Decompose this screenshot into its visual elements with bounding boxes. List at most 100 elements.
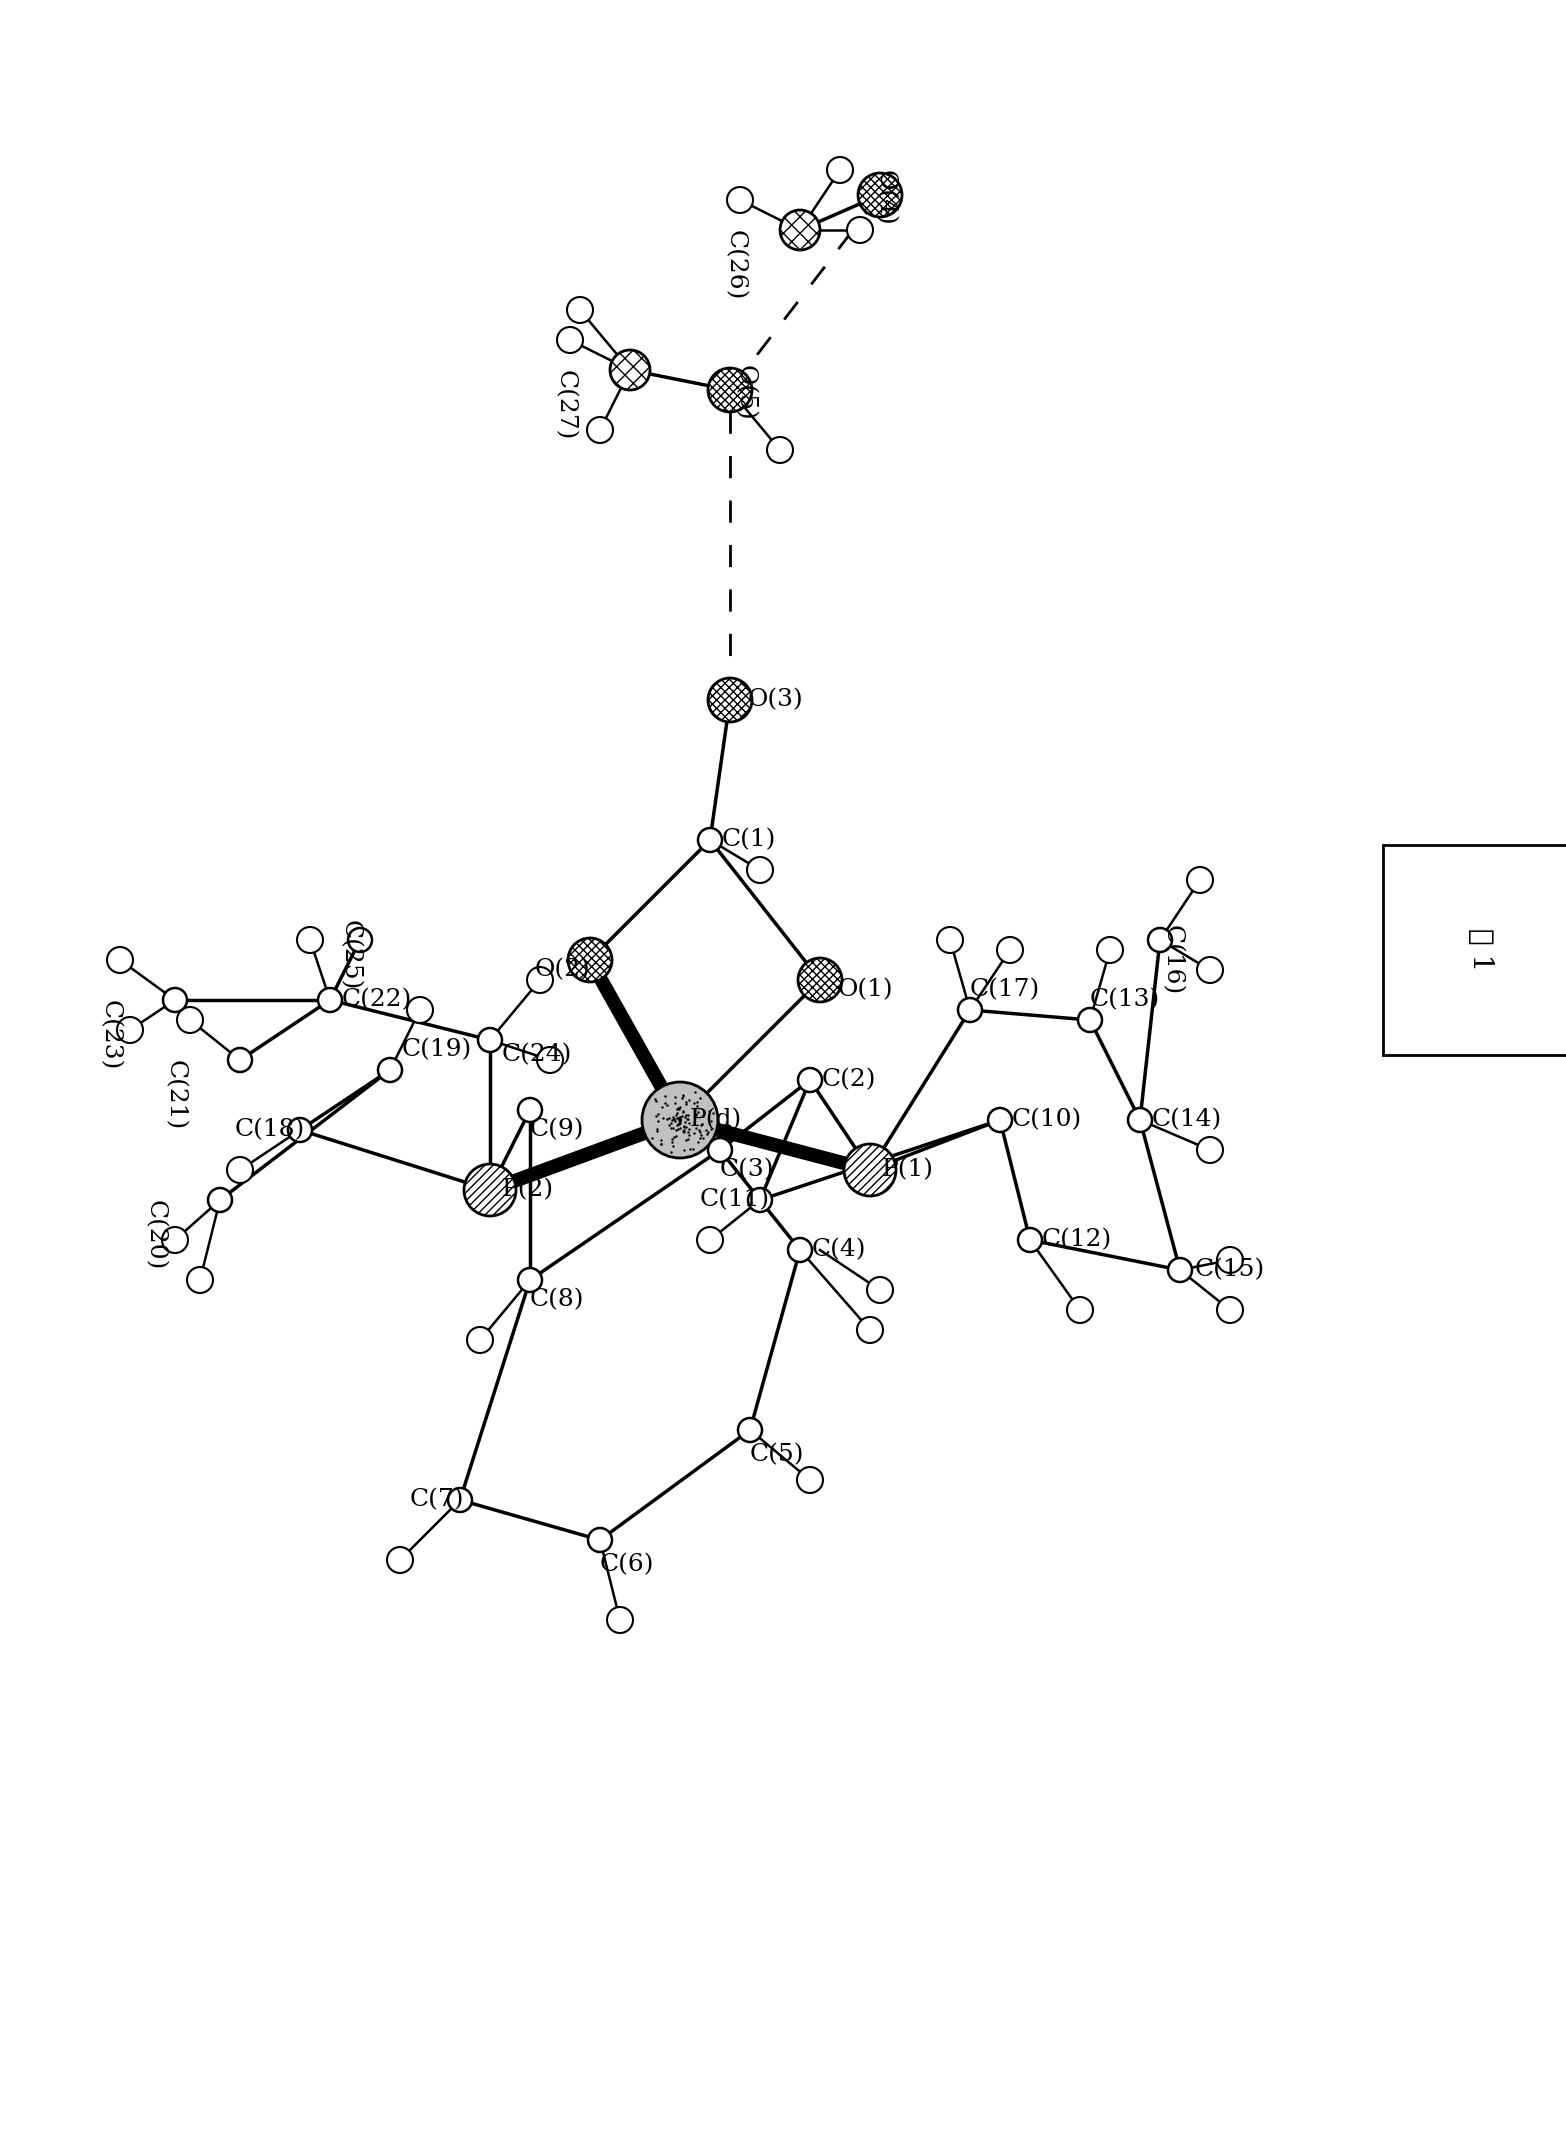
Text: C(22): C(22): [341, 988, 412, 1012]
Text: C(6): C(6): [600, 1554, 655, 1576]
Circle shape: [868, 1277, 893, 1303]
Circle shape: [387, 1548, 413, 1574]
Text: P(2): P(2): [503, 1178, 554, 1201]
Circle shape: [857, 1318, 883, 1343]
Circle shape: [163, 988, 186, 1012]
Circle shape: [467, 1326, 493, 1352]
Text: C(4): C(4): [813, 1238, 866, 1262]
Text: C(26): C(26): [723, 230, 747, 301]
Text: O(2): O(2): [536, 958, 590, 982]
Text: C(2): C(2): [822, 1068, 877, 1092]
Circle shape: [958, 999, 982, 1023]
Text: O(5): O(5): [733, 366, 756, 420]
Text: C(1): C(1): [722, 829, 777, 850]
Circle shape: [229, 1049, 252, 1072]
Circle shape: [587, 1529, 612, 1552]
Text: P(d): P(d): [691, 1109, 742, 1132]
Text: C(23): C(23): [99, 999, 122, 1070]
Circle shape: [557, 327, 583, 353]
Circle shape: [844, 1143, 896, 1197]
Circle shape: [998, 937, 1023, 962]
Circle shape: [1217, 1296, 1243, 1322]
Circle shape: [407, 997, 434, 1023]
Circle shape: [708, 368, 752, 411]
Circle shape: [642, 1083, 717, 1158]
Circle shape: [377, 1057, 402, 1083]
Text: C(5): C(5): [750, 1443, 805, 1466]
Circle shape: [611, 351, 650, 390]
Text: C(7): C(7): [410, 1488, 465, 1511]
Circle shape: [608, 1606, 633, 1632]
Circle shape: [1018, 1227, 1041, 1253]
Text: O(3): O(3): [749, 689, 803, 710]
Text: 図 1: 図 1: [1466, 928, 1494, 971]
Text: O(1): O(1): [838, 977, 894, 1001]
Text: C(9): C(9): [529, 1120, 584, 1141]
Circle shape: [161, 1227, 188, 1253]
Circle shape: [1217, 1247, 1243, 1272]
Text: C(12): C(12): [1041, 1229, 1112, 1251]
Circle shape: [749, 1188, 772, 1212]
Circle shape: [478, 1027, 503, 1053]
Text: P(1): P(1): [882, 1158, 933, 1182]
Circle shape: [708, 678, 752, 721]
Circle shape: [1187, 868, 1214, 893]
Text: C(20): C(20): [144, 1199, 166, 1270]
Circle shape: [348, 928, 373, 952]
Circle shape: [1196, 956, 1223, 984]
Circle shape: [117, 1016, 143, 1042]
Circle shape: [518, 1268, 542, 1292]
Circle shape: [1128, 1109, 1153, 1132]
Text: C(17): C(17): [969, 977, 1040, 1001]
Text: C(24): C(24): [503, 1044, 573, 1066]
Text: O(4): O(4): [874, 170, 896, 226]
Text: C(13): C(13): [1090, 988, 1160, 1012]
Circle shape: [186, 1266, 213, 1294]
Circle shape: [288, 1117, 312, 1141]
Text: C(14): C(14): [1153, 1109, 1221, 1132]
Circle shape: [567, 297, 594, 323]
Text: C(16): C(16): [1160, 926, 1184, 995]
Text: C(25): C(25): [338, 919, 362, 990]
Text: C(3): C(3): [720, 1158, 775, 1182]
Circle shape: [767, 437, 792, 463]
Circle shape: [858, 172, 902, 217]
Text: C(10): C(10): [1012, 1109, 1082, 1132]
Circle shape: [799, 958, 843, 1001]
Circle shape: [727, 187, 753, 213]
Circle shape: [208, 1188, 232, 1212]
Circle shape: [464, 1165, 517, 1216]
Circle shape: [1098, 937, 1123, 962]
Circle shape: [708, 1139, 731, 1163]
Circle shape: [1066, 1296, 1093, 1322]
Circle shape: [568, 939, 612, 982]
Circle shape: [797, 1466, 824, 1492]
Circle shape: [788, 1238, 813, 1262]
Circle shape: [587, 418, 612, 444]
Circle shape: [518, 1098, 542, 1122]
Circle shape: [537, 1046, 564, 1072]
Text: C(19): C(19): [402, 1038, 473, 1061]
Text: C(15): C(15): [1195, 1260, 1265, 1281]
Circle shape: [227, 1156, 254, 1182]
Circle shape: [698, 829, 722, 853]
Circle shape: [827, 157, 853, 183]
Circle shape: [738, 1419, 763, 1443]
Circle shape: [988, 1109, 1012, 1132]
Text: C(21): C(21): [163, 1059, 186, 1130]
Circle shape: [1168, 1257, 1192, 1281]
Circle shape: [318, 988, 341, 1012]
Circle shape: [528, 967, 553, 993]
Circle shape: [448, 1488, 471, 1511]
Circle shape: [936, 928, 963, 954]
Text: C(11): C(11): [700, 1188, 770, 1212]
Circle shape: [298, 928, 323, 954]
Circle shape: [106, 947, 133, 973]
Circle shape: [1077, 1008, 1102, 1031]
Text: C(27): C(27): [553, 370, 576, 441]
Circle shape: [747, 857, 774, 883]
Circle shape: [1196, 1137, 1223, 1163]
Circle shape: [177, 1008, 204, 1033]
Text: C(8): C(8): [529, 1287, 584, 1311]
Circle shape: [780, 211, 821, 250]
